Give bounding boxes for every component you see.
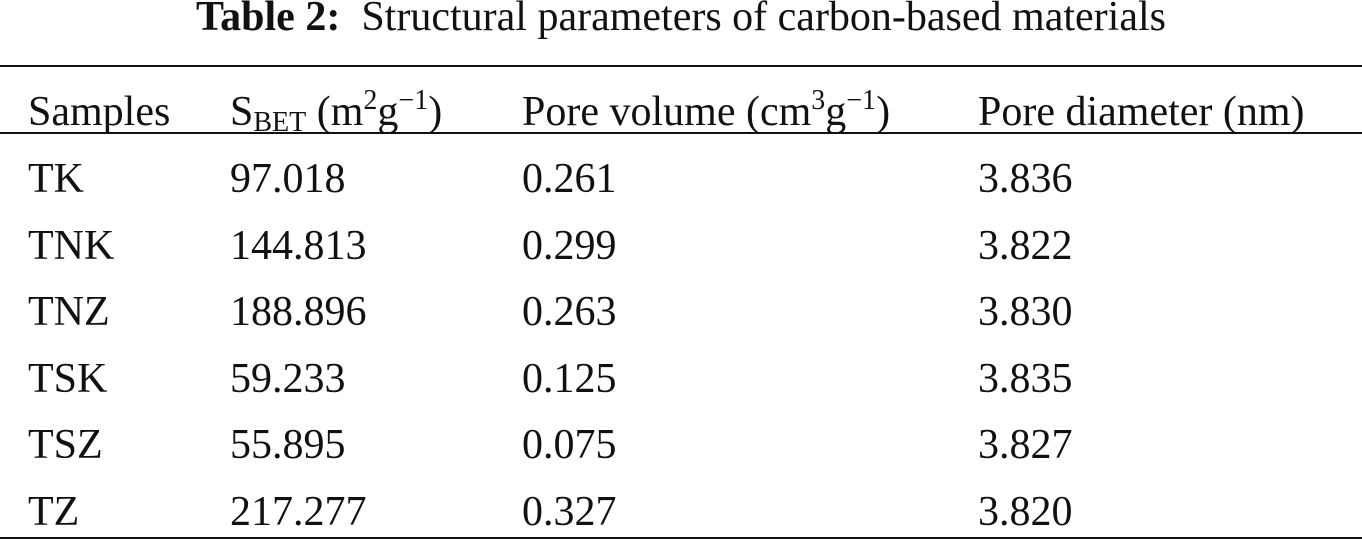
header-cell: SBET (m2g−1) (230, 87, 443, 137)
table-cell: 3.836 (978, 156, 1073, 202)
table-cell: 0.075 (522, 422, 617, 469)
table-cell: TSZ (28, 422, 103, 469)
table-cell: 3.822 (978, 222, 1073, 269)
header-superscript: −1 (846, 85, 877, 116)
header-cell: Samples (28, 91, 170, 133)
table-cell: TSK (28, 355, 108, 402)
header-cell: Pore volume (cm3g−1) (522, 87, 891, 135)
table-cell: 3.820 (978, 489, 1073, 535)
header-text: ) (428, 89, 443, 135)
header-text: Pore diameter (nm) (978, 89, 1305, 135)
header-text: Samples (28, 89, 171, 135)
header-text: ) (876, 89, 891, 135)
table-cell: 97.018 (230, 156, 346, 202)
table-cell: 3.835 (978, 355, 1073, 402)
table-cell: 0.125 (522, 355, 617, 402)
table-cell: 3.830 (978, 289, 1073, 336)
table-cell: 217.277 (230, 489, 367, 535)
header-text: g (377, 89, 399, 135)
table-cell: 0.327 (522, 489, 617, 535)
header-cell: Pore diameter (nm) (978, 91, 1305, 133)
table-cell: 188.896 (230, 289, 367, 336)
header-superscript: 2 (363, 85, 378, 116)
header-superscript: 3 (811, 85, 826, 116)
header-text: Pore volume (cm (522, 89, 812, 135)
header-text: S (230, 89, 254, 135)
table-cell: 0.263 (522, 289, 617, 336)
caption-label: Table 2: (196, 0, 341, 40)
header-text: (m (306, 89, 364, 135)
caption-text: Structural parameters of carbon-based ma… (361, 0, 1166, 40)
table-cell: TZ (28, 489, 80, 535)
table-cell: TNK (28, 222, 115, 269)
top-rule (0, 65, 1362, 67)
table-cell: 0.261 (522, 156, 617, 202)
header-text: g (825, 89, 847, 135)
table-cell: TK (28, 156, 84, 202)
table-cell: 59.233 (230, 355, 346, 402)
header-subscript: BET (253, 107, 307, 138)
table-cell: 144.813 (230, 222, 367, 269)
bottom-rule (0, 537, 1362, 539)
table-cell: TNZ (28, 289, 110, 336)
header-superscript: −1 (398, 85, 429, 116)
table-cell: 3.827 (978, 422, 1073, 469)
table-cell: 0.299 (522, 222, 617, 269)
table-caption: Table 2: Structural parameters of carbon… (0, 0, 1362, 38)
header-rule (0, 132, 1362, 134)
table-cell: 55.895 (230, 422, 346, 469)
